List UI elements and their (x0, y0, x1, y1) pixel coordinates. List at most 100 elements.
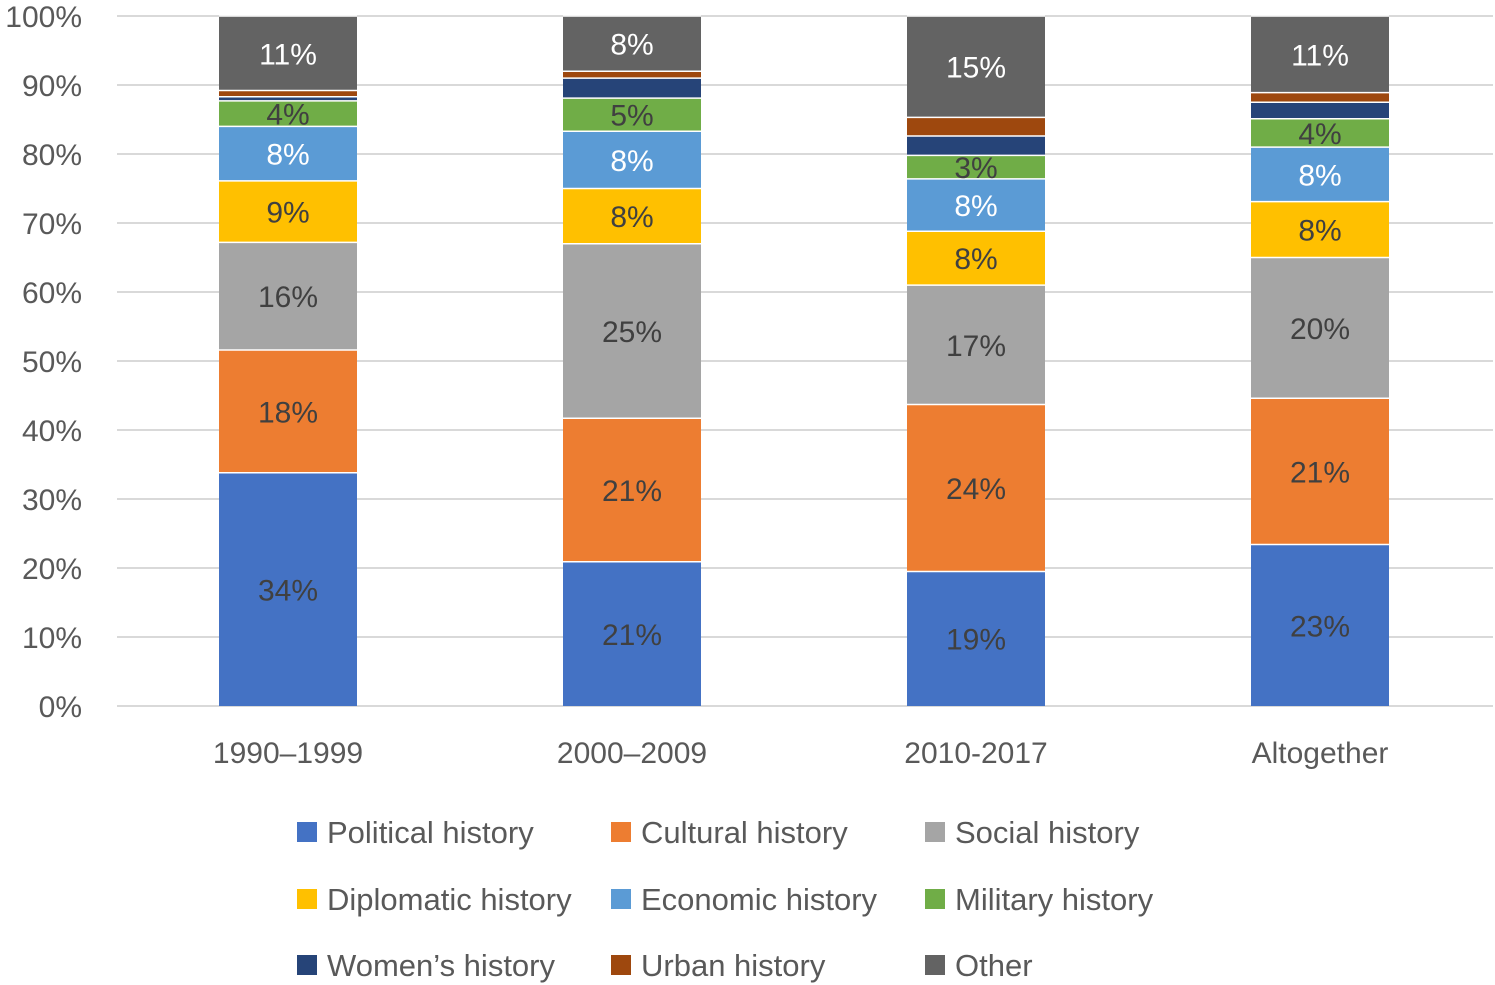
bar-stacks: 34% 18% 16% 9% 8% 4% 11% 21% 21% 25% 8% 8% 5% 8% 19% 24… (219, 15, 1389, 706)
legend-label: Other (955, 948, 1033, 983)
data-label: 8% (1298, 215, 1341, 248)
data-label: 19% (946, 624, 1006, 657)
data-label: 8% (610, 29, 653, 62)
bar-segment (563, 98, 701, 132)
x-category-label: 2010-2017 (904, 737, 1047, 770)
legend-label: Economic history (641, 882, 878, 917)
data-label: 11% (1291, 39, 1349, 72)
bar-segment (907, 16, 1045, 118)
legend-label: Diplomatic history (327, 882, 572, 917)
bar-segment (907, 117, 1045, 137)
bar-segment (907, 285, 1045, 405)
bar-segment (1251, 147, 1389, 202)
legend-label: Urban history (641, 948, 826, 983)
legend-swatch (297, 822, 317, 842)
bar-segment (563, 78, 701, 99)
bar-segment (219, 349, 357, 473)
bar-segment (907, 155, 1045, 179)
bar-segment (907, 136, 1045, 156)
data-label: 8% (954, 190, 997, 223)
legend-item: Diplomatic history (297, 882, 572, 917)
legend-label: Social history (955, 815, 1140, 850)
data-label: 8% (266, 139, 309, 172)
bar-segment (1251, 102, 1389, 119)
y-tick-label: 50% (22, 346, 82, 379)
bar-segment (1251, 118, 1389, 148)
data-label: 9% (266, 197, 309, 230)
bar-segment (219, 90, 357, 97)
bar-segment (907, 571, 1045, 706)
y-tick-label: 70% (22, 208, 82, 241)
bar-segment (1251, 92, 1389, 103)
data-label: 21% (1290, 456, 1350, 489)
y-tick-label: 90% (22, 70, 82, 103)
legend-item: Cultural history (611, 815, 848, 850)
bar-segment (563, 71, 701, 79)
legend-label: Women’s history (327, 948, 555, 983)
bar-segment (563, 561, 701, 706)
data-label: 4% (266, 99, 309, 132)
legend-item: Political history (297, 815, 534, 850)
legend-swatch (611, 822, 631, 842)
x-category-label: 1990–1999 (213, 737, 363, 770)
legend: Political history Cultural history Social … (297, 815, 1154, 983)
y-tick-label: 20% (22, 553, 82, 586)
bar-segment (1251, 398, 1389, 545)
data-label: 24% (946, 473, 1006, 506)
legend-swatch (297, 955, 317, 975)
bar-segment (219, 242, 357, 350)
legend-label: Political history (327, 815, 534, 850)
legend-item: Urban history (611, 948, 826, 983)
bar-segment (219, 16, 357, 91)
legend-item: Economic history (611, 882, 878, 917)
bar-segment (563, 16, 701, 72)
legend-swatch (925, 822, 945, 842)
legend-swatch (611, 955, 631, 975)
bar-segment (907, 231, 1045, 286)
bar-segment (1251, 257, 1389, 399)
bar-segment (219, 96, 357, 101)
data-label: 23% (1290, 610, 1350, 643)
data-label: 25% (602, 316, 662, 349)
legend-item: Women’s history (297, 948, 555, 983)
bar-segment (1251, 16, 1389, 93)
bar-segment (219, 472, 357, 706)
x-category-label: 2000–2009 (557, 737, 707, 770)
bar-segment (563, 418, 701, 562)
legend-label: Cultural history (641, 815, 848, 850)
bar-segment (1251, 201, 1389, 258)
data-label: 20% (1290, 313, 1350, 346)
data-label: 3% (954, 152, 997, 185)
bar-segment (219, 180, 357, 243)
y-tick-label: 80% (22, 139, 82, 172)
bar-segment (219, 100, 357, 127)
bar-segment (907, 404, 1045, 572)
legend-swatch (297, 889, 317, 909)
x-axis-categories: 1990–1999 2000–2009 2010-2017 Altogether (213, 737, 1388, 770)
data-label: 8% (610, 201, 653, 234)
x-category-label: Altogether (1252, 737, 1389, 770)
data-label: 4% (1298, 118, 1341, 151)
bar-segment (907, 178, 1045, 232)
data-label: 8% (954, 243, 997, 276)
bar-segment (563, 188, 701, 244)
bar-segment (563, 243, 701, 419)
legend-label: Military history (955, 882, 1154, 917)
y-tick-label: 100% (5, 1, 82, 34)
legend-swatch (925, 955, 945, 975)
legend-item: Social history (925, 815, 1140, 850)
legend-item: Military history (925, 882, 1154, 917)
bar-segment (1251, 544, 1389, 706)
data-label: 16% (258, 281, 318, 314)
data-label: 21% (602, 619, 662, 652)
data-label: 8% (610, 145, 653, 178)
y-tick-label: 10% (22, 622, 82, 655)
data-label: 8% (1298, 159, 1341, 192)
data-label: 18% (258, 396, 318, 429)
y-tick-label: 60% (22, 277, 82, 310)
data-label: 34% (258, 574, 318, 607)
bar-segment (219, 126, 357, 181)
y-axis-ticks: 0% 10% 20% 30% 40% 50% 60% 70% 80% 90% 100% (5, 1, 82, 724)
data-label: 11% (259, 38, 317, 71)
